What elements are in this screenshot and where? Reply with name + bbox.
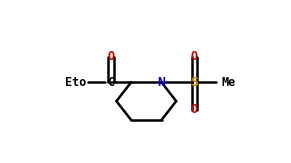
Text: Me: Me xyxy=(221,76,235,89)
Text: O: O xyxy=(191,104,198,116)
Text: C: C xyxy=(107,76,114,89)
Text: S: S xyxy=(190,76,198,89)
Text: O: O xyxy=(107,50,114,63)
Text: N: N xyxy=(157,76,166,89)
Text: O: O xyxy=(191,50,198,63)
Text: Eto: Eto xyxy=(65,76,86,89)
